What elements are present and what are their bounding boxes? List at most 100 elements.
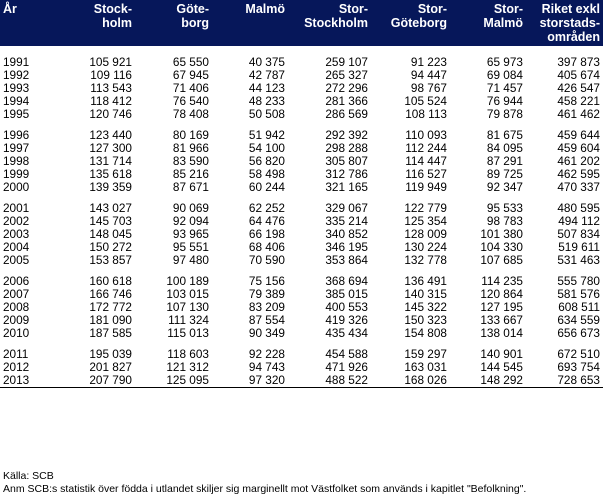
remark-note: Anm SCB:s statistik över födda i utlande… [3, 483, 527, 495]
value-cell: 90 349 [248, 326, 285, 340]
value-cell: 150 323 [404, 313, 447, 327]
value-cell: 634 559 [557, 313, 600, 327]
value-cell: 459 604 [557, 141, 600, 155]
value-cell: 470 337 [557, 180, 600, 194]
value-cell: 51 942 [248, 128, 285, 142]
value-cell: 116 527 [405, 167, 447, 181]
value-cell: 693 754 [557, 360, 600, 374]
year-cell: 1999 [3, 167, 30, 181]
value-cell: 92 094 [172, 214, 209, 228]
value-cell: 114 447 [405, 154, 447, 168]
value-cell: 187 585 [89, 326, 132, 340]
year-cell: 1992 [3, 68, 30, 82]
value-cell: 272 296 [325, 81, 368, 95]
value-cell: 70 590 [248, 253, 285, 267]
year-cell: 2007 [3, 287, 30, 301]
header-stor-malmo: Stor- Malmö [450, 0, 526, 46]
value-cell: 114 235 [481, 274, 523, 288]
value-cell: 172 772 [89, 300, 132, 314]
value-cell: 123 440 [89, 128, 132, 142]
year-cell: 2008 [3, 300, 30, 314]
value-cell: 143 027 [89, 201, 132, 215]
statistics-table-container: År Stock- holm Göte- borg Malmö Stor- St… [0, 0, 603, 388]
value-cell: 127 300 [89, 141, 132, 155]
value-cell: 121 312 [166, 360, 209, 374]
header-malmo: Malmö [212, 0, 288, 46]
year-cell: 1998 [3, 154, 30, 168]
value-cell: 60 244 [248, 180, 285, 194]
value-cell: 159 297 [404, 347, 447, 361]
value-cell: 435 434 [325, 326, 368, 340]
value-cell: 107 685 [480, 253, 523, 267]
value-cell: 93 965 [172, 227, 209, 241]
year-cell: 2005 [3, 253, 30, 267]
value-cell: 656 673 [557, 326, 600, 340]
value-cell: 87 291 [486, 154, 523, 168]
value-cell: 81 966 [172, 141, 209, 155]
value-cell: 110 093 [405, 128, 447, 142]
value-cell: 335 214 [325, 214, 368, 228]
value-cell: 459 644 [557, 128, 600, 142]
header-row: År Stock- holm Göte- borg Malmö Stor- St… [0, 0, 603, 46]
value-cell: 153 857 [89, 253, 132, 267]
value-cell: 97 320 [248, 373, 285, 387]
header-riket-exkl: Riket exkl storstads- områden [526, 0, 603, 46]
value-cell: 76 540 [172, 94, 209, 108]
value-cell: 462 595 [557, 167, 600, 181]
year-cell: 1993 [3, 81, 30, 95]
header-stockholm: Stock- holm [58, 0, 135, 46]
value-cell: 127 195 [480, 300, 523, 314]
table-row: 1999 135 618 85 216 58 498 312 786 116 527 89 … [0, 168, 603, 181]
table-row: 2011 195 039 118 603 92 228 454 588 159 297 14… [0, 348, 603, 361]
table-row: 2000 139 359 87 671 60 244 321 165 119 949 92 … [0, 181, 603, 194]
source-note: Källa: SCB [3, 470, 54, 482]
value-cell: 130 224 [404, 240, 447, 254]
year-cell: 2013 [3, 373, 30, 387]
header-goteborg: Göte- borg [135, 0, 212, 46]
value-cell: 265 327 [325, 68, 368, 82]
table-row: 2012 201 827 121 312 94 743 471 926 163 031 14… [0, 361, 603, 374]
value-cell: 76 944 [486, 94, 523, 108]
value-cell: 83 209 [248, 300, 285, 314]
value-cell: 292 392 [325, 128, 368, 142]
value-cell: 120 864 [480, 287, 523, 301]
value-cell: 50 508 [248, 107, 285, 121]
value-cell: 145 703 [89, 214, 132, 228]
value-cell: 81 675 [486, 128, 523, 142]
value-cell: 65 550 [172, 55, 209, 69]
value-cell: 454 588 [325, 347, 368, 361]
table-row: 1994 118 412 76 540 48 233 281 366 105 524 76 … [0, 95, 603, 108]
value-cell: 44 123 [248, 81, 285, 95]
value-cell: 140 315 [404, 287, 447, 301]
table-notes: Källa: SCB Anm SCB:s statistik över född… [3, 470, 526, 496]
table-row: 2004 150 272 95 551 68 406 346 195 130 224 104… [0, 241, 603, 254]
value-cell: 71 457 [486, 81, 523, 95]
value-cell: 113 543 [90, 81, 132, 95]
value-cell: 181 090 [89, 313, 132, 327]
value-cell: 101 380 [480, 227, 523, 241]
value-cell: 148 045 [89, 227, 132, 241]
table-row: 1995 120 746 78 408 50 508 286 569 108 113 79 … [0, 108, 603, 121]
value-cell: 120 746 [89, 107, 132, 121]
value-cell: 67 945 [172, 68, 209, 82]
value-cell: 68 406 [248, 240, 285, 254]
value-cell: 94 743 [248, 360, 285, 374]
table-row: 2005 153 857 97 480 70 590 353 864 132 778 107… [0, 254, 603, 267]
value-cell: 78 408 [172, 107, 209, 121]
header-year: År [0, 0, 58, 46]
year-cell: 2002 [3, 214, 30, 228]
year-cell: 1994 [3, 94, 30, 108]
value-cell: 83 590 [172, 154, 209, 168]
value-cell: 136 491 [404, 274, 447, 288]
value-cell: 54 100 [248, 141, 285, 155]
value-cell: 138 014 [480, 326, 523, 340]
table-row: 2008 172 772 107 130 83 209 400 553 145 322 12… [0, 301, 603, 314]
table-row: 1992 109 116 67 945 42 787 265 327 94 447 69 0… [0, 69, 603, 82]
value-cell: 111 324 [168, 313, 209, 327]
value-cell: 125 095 [166, 373, 209, 387]
value-cell: 80 169 [172, 128, 209, 142]
year-cell: 2010 [3, 326, 30, 340]
value-cell: 298 288 [325, 141, 368, 155]
value-cell: 461 462 [557, 107, 600, 121]
value-cell: 87 671 [172, 180, 209, 194]
